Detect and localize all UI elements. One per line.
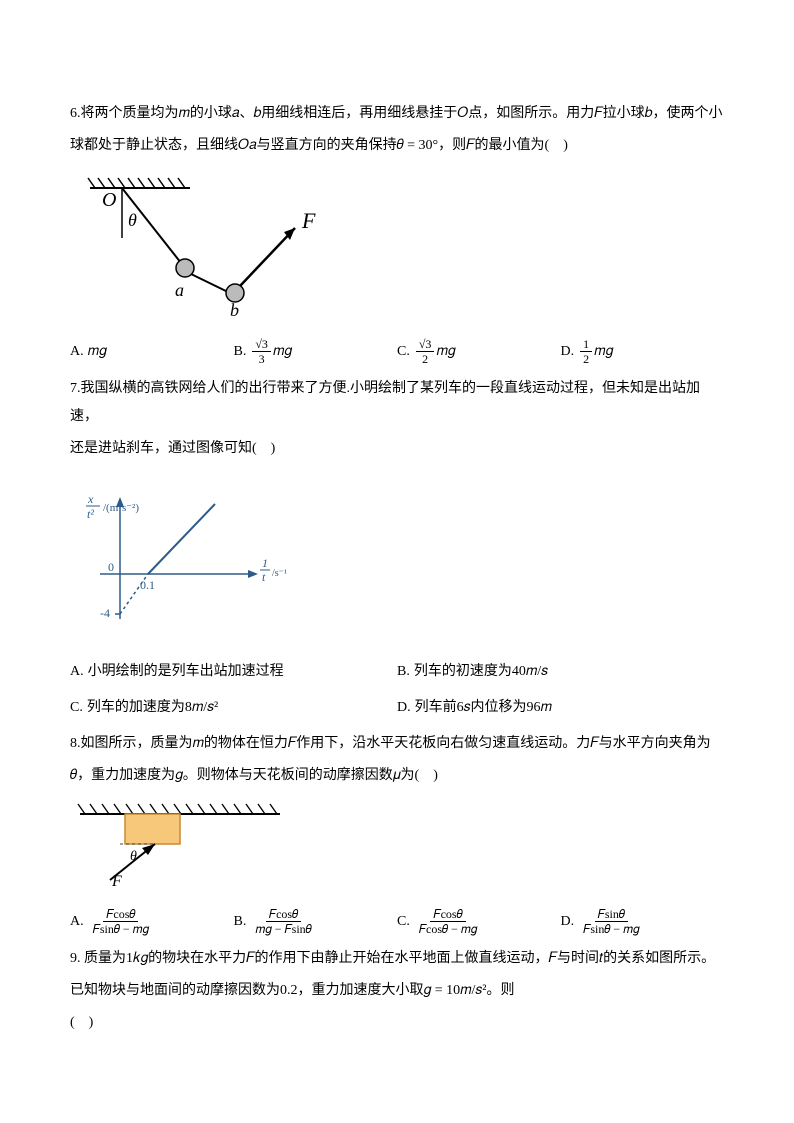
q7-option-A[interactable]: A. 小明绘制的是列车出站加速过程 (70, 658, 397, 686)
svg-text:x: x (87, 492, 94, 506)
svg-text:t²: t² (87, 507, 94, 521)
svg-text:-4: -4 (100, 606, 110, 620)
svg-text:/(m·s⁻²): /(m·s⁻²) (103, 502, 139, 514)
q6-option-B[interactable]: B. √33 𝑚𝑔 (234, 337, 398, 367)
q7-option-B[interactable]: B. 列车的初速度为40𝑚/𝑠 (397, 658, 724, 686)
force-F-line (240, 228, 295, 286)
q6-line1: 6.将两个质量均为𝑚的小球𝑎、𝑏用细线相连后，再用细线悬挂于𝑂点，如图所示。用力… (70, 100, 724, 128)
q8-line1: 8.如图所示，质量为𝑚的物体在恒力𝐹作用下，沿水平天花板向右做匀速直线运动。力𝐹… (70, 730, 724, 758)
svg-text:1: 1 (262, 556, 268, 570)
a-label: a (175, 280, 184, 300)
q6-option-C[interactable]: C. √32 𝑚𝑔 (397, 337, 561, 367)
q8-figure: θ F (70, 798, 724, 899)
b-label: b (230, 300, 239, 318)
ceiling-hatching (78, 804, 277, 814)
q9-line1: 9. 质量为1𝑘𝑔的物块在水平力𝐹的作用下由静止开始在水平地面上做直线运动，𝐹与… (70, 945, 724, 973)
block (125, 814, 180, 844)
q8-option-C[interactable]: C. 𝐹cos𝜃𝐹cos𝜃 − 𝑚𝑔 (397, 907, 561, 937)
q6-figure: O θ a b F (70, 168, 724, 329)
x-axis-arrow (248, 570, 258, 578)
q7-line1: 7.我国纵横的高铁网给人们的出行带来了方便.小明绘制了某列车的一段直线运动过程，… (70, 375, 724, 431)
q7-option-C[interactable]: C. 列车的加速度为8𝑚/𝑠² (70, 694, 397, 722)
svg-text:θ: θ (130, 849, 137, 864)
q6-option-D[interactable]: D. 12 𝑚𝑔 (561, 337, 725, 367)
q6-line2: 球都处于静止状态，且细线𝑂𝑎与竖直方向的夹角保持𝜃 = 30°，则𝐹的最小值为(… (70, 132, 724, 160)
string-ab (191, 274, 230, 293)
theta-label: θ (128, 210, 137, 230)
svg-text:t: t (262, 570, 266, 584)
q6-options: A. 𝑚𝑔 B. √33 𝑚𝑔 C. √32 𝑚𝑔 D. 12 𝑚𝑔 (70, 337, 724, 367)
svg-text:/s⁻¹: /s⁻¹ (272, 568, 287, 579)
q8-option-D[interactable]: D. 𝐹sin𝜃𝐹sin𝜃 − 𝑚𝑔 (561, 907, 725, 937)
q8-options: A. 𝐹cos𝜃𝐹sin𝜃 − 𝑚𝑔 B. 𝐹cos𝜃𝑚𝑔 − 𝐹sin𝜃 C.… (70, 907, 724, 937)
q7-options-row2: C. 列车的加速度为8𝑚/𝑠² D. 列车前6𝑠内位移为96𝑚 (70, 694, 724, 722)
q9-line3: ( ) (70, 1009, 724, 1037)
q8-line2: 𝜃，重力加速度为𝑔。则物体与天花板间的动摩擦因数𝜇为( ) (70, 762, 724, 790)
svg-text:F: F (111, 873, 122, 888)
q7-option-D[interactable]: D. 列车前6𝑠内位移为96𝑚 (397, 694, 724, 722)
q7-line2: 还是进站刹车，通过图像可知( ) (70, 435, 724, 463)
q9-line2: 已知物块与地面间的动摩擦因数为0.2，重力加速度大小取𝑔 = 10𝑚/𝑠²。则 (70, 977, 724, 1005)
q6-option-A[interactable]: A. 𝑚𝑔 (70, 337, 234, 367)
q8-option-A[interactable]: A. 𝐹cos𝜃𝐹sin𝜃 − 𝑚𝑔 (70, 907, 234, 937)
ceiling-hatching (88, 178, 190, 188)
q7-options-row1: A. 小明绘制的是列车出站加速过程 B. 列车的初速度为40𝑚/𝑠 (70, 658, 724, 686)
F-label: F (301, 208, 316, 233)
q7-figure: x t² /(m·s⁻²) 1 t /s⁻¹ 0 0.1 -4 (70, 489, 724, 650)
svg-text:0.1: 0.1 (140, 578, 155, 592)
solid-segment (148, 504, 215, 574)
svg-text:0: 0 (108, 560, 114, 574)
O-label: O (102, 189, 116, 211)
q8-option-B[interactable]: B. 𝐹cos𝜃𝑚𝑔 − 𝐹sin𝜃 (234, 907, 398, 937)
